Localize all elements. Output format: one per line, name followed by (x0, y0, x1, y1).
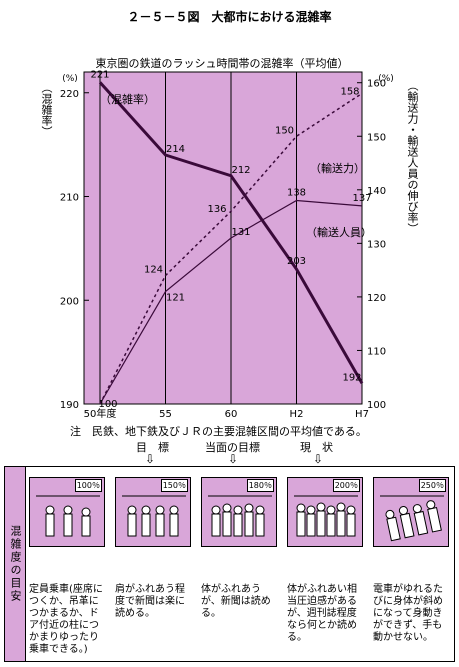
illustration-card: 100％ (29, 477, 105, 547)
standing-passengers-icon (36, 495, 100, 537)
data-label: 137 (352, 193, 371, 204)
figure-title: ２－５－５図 大都市における混雑率 (127, 10, 332, 24)
right-axis-ticks: 100 110 120 130 140 150 160 (357, 79, 386, 411)
guide-level: 200％ 体がふれあい相当圧迫感があるが、週刊誌程度なら何とか読める。 (283, 467, 367, 661)
left-tick-label: 220 (60, 89, 79, 100)
guide-description: 電車がゆれるたびに身体が斜めになって身動きができず、手も動かせない。 (373, 584, 443, 643)
data-label: 158 (340, 86, 359, 97)
data-label: 131 (231, 227, 250, 238)
left-axis-ticks: 190 200 210 220 (60, 89, 89, 411)
series-line (99, 199, 363, 405)
leaning-passengers-icon (380, 495, 444, 542)
guide-level: 100％ 定員乗車(座席につくか、吊革につかまるか、ドア付近の柱につかまりゆった… (25, 467, 109, 661)
legend-passengers-label: （輸送人員） (306, 226, 372, 239)
guide-description: 肩がふれあう程度で新聞は楽に読める。 (115, 584, 185, 619)
arrow-down-icon: ⇩ (313, 452, 324, 466)
chart-title: 東京圏の鉄道のラッシュ時間帯の混雑率（平均値） (96, 56, 349, 70)
packed-passengers-icon (208, 495, 272, 537)
percent-badge: 180％ (246, 479, 274, 492)
left-axis-unit: (%) (62, 74, 78, 84)
squeezed-passengers-icon (294, 495, 358, 537)
data-label: 124 (144, 264, 163, 275)
data-label: 212 (231, 165, 250, 176)
illustration-card: 180％ (201, 477, 277, 547)
right-tick-label: 100 (367, 400, 386, 411)
marker-present: 現 状 (300, 441, 333, 454)
data-label: 150 (275, 125, 294, 136)
percent-badge: 250％ (418, 479, 446, 492)
left-tick-label: 190 (60, 400, 79, 411)
right-tick-label: 110 (367, 346, 386, 357)
guide-level: 250％ 電車がゆれるたびに身体が斜めになって身動きができず、手も動かせない。 (369, 467, 453, 661)
x-tick-label: H2 (290, 409, 304, 420)
series-line (98, 81, 364, 384)
right-axis-label: （輸送力・輸送人員の伸び率） (406, 80, 419, 234)
guide-level: 150％ 肩がふれあう程度で新聞は楽に読める。 (111, 467, 195, 661)
line-chart: 東京圏の鉄道のラッシュ時間帯の混雑率（平均値） (%) (%) 190 200 21… (60, 56, 394, 420)
percent-badge: 100％ (74, 479, 102, 492)
series-line (99, 92, 363, 405)
guide-level: 180％ 体がふれあうが、新聞は読める。 (197, 467, 281, 661)
guide-description: 体がふれあい相当圧迫感があるが、週刊誌程度なら何とか読める。 (287, 584, 357, 643)
percent-badge: 200％ (332, 479, 360, 492)
percent-badge: 150％ (160, 479, 188, 492)
marker-target: 目 標 (136, 441, 169, 454)
footnote: 注 民鉄、地下鉄及びＪＲの主要混雑区間の平均値である。 (70, 425, 367, 438)
guide-description: 定員乗車(座席につくか、吊革につかまるか、ドア付近の柱につかまりゆったり乗車でき… (29, 584, 103, 655)
left-axis-label: （混雑率） (40, 82, 53, 137)
legend-capacity-label: （輸送力） (310, 162, 365, 175)
arrow-down-icon: ⇩ (145, 452, 156, 466)
illustration-card: 200％ (287, 477, 363, 547)
x-tick-label: 60 (225, 409, 238, 420)
data-label: 121 (166, 293, 185, 304)
illustration-card: 150％ (115, 477, 191, 547)
guide-title: 混雑度の目安 (5, 467, 26, 661)
arrow-down-icon: ⇩ (228, 452, 239, 466)
series-layer (98, 81, 364, 405)
data-label: 203 (287, 256, 306, 267)
guide-description: 体がふれあうが、新聞は読める。 (201, 584, 271, 619)
right-tick-label: 160 (367, 79, 386, 90)
right-tick-label: 130 (367, 239, 386, 250)
right-axis-unit: (%) (378, 74, 394, 84)
data-labels: 221 214 212 203 192 100 121 131 138 137 124 136 150 1… (90, 69, 371, 410)
x-tick-label: H7 (355, 409, 369, 420)
data-label: 138 (287, 188, 306, 199)
marker-current-target: 当面の目標 (205, 441, 260, 454)
data-label: 221 (90, 69, 109, 80)
x-tick-label: 50年度 (84, 407, 117, 420)
data-label: 214 (166, 144, 185, 155)
left-tick-label: 200 (60, 296, 79, 307)
crowded-passengers-icon (122, 495, 186, 537)
right-tick-label: 140 (367, 186, 386, 197)
left-tick-label: 210 (60, 193, 79, 204)
right-tick-label: 120 (367, 293, 386, 304)
x-axis-ticks: 50年度 55 60 H2 H7 (84, 407, 369, 420)
data-label: 100 (98, 399, 117, 410)
illustration-card: 250％ (373, 477, 449, 547)
legend-congestion-label: （混雑率） (100, 93, 155, 106)
data-label: 136 (207, 204, 226, 215)
x-tick-label: 55 (159, 409, 172, 420)
right-tick-label: 150 (367, 132, 386, 143)
congestion-guide-panel: 混雑度の目安 100％ 定員乗車(座席につくか、吊革につかまるか、ドア付近の柱に… (4, 466, 455, 662)
data-label: 192 (342, 372, 361, 383)
